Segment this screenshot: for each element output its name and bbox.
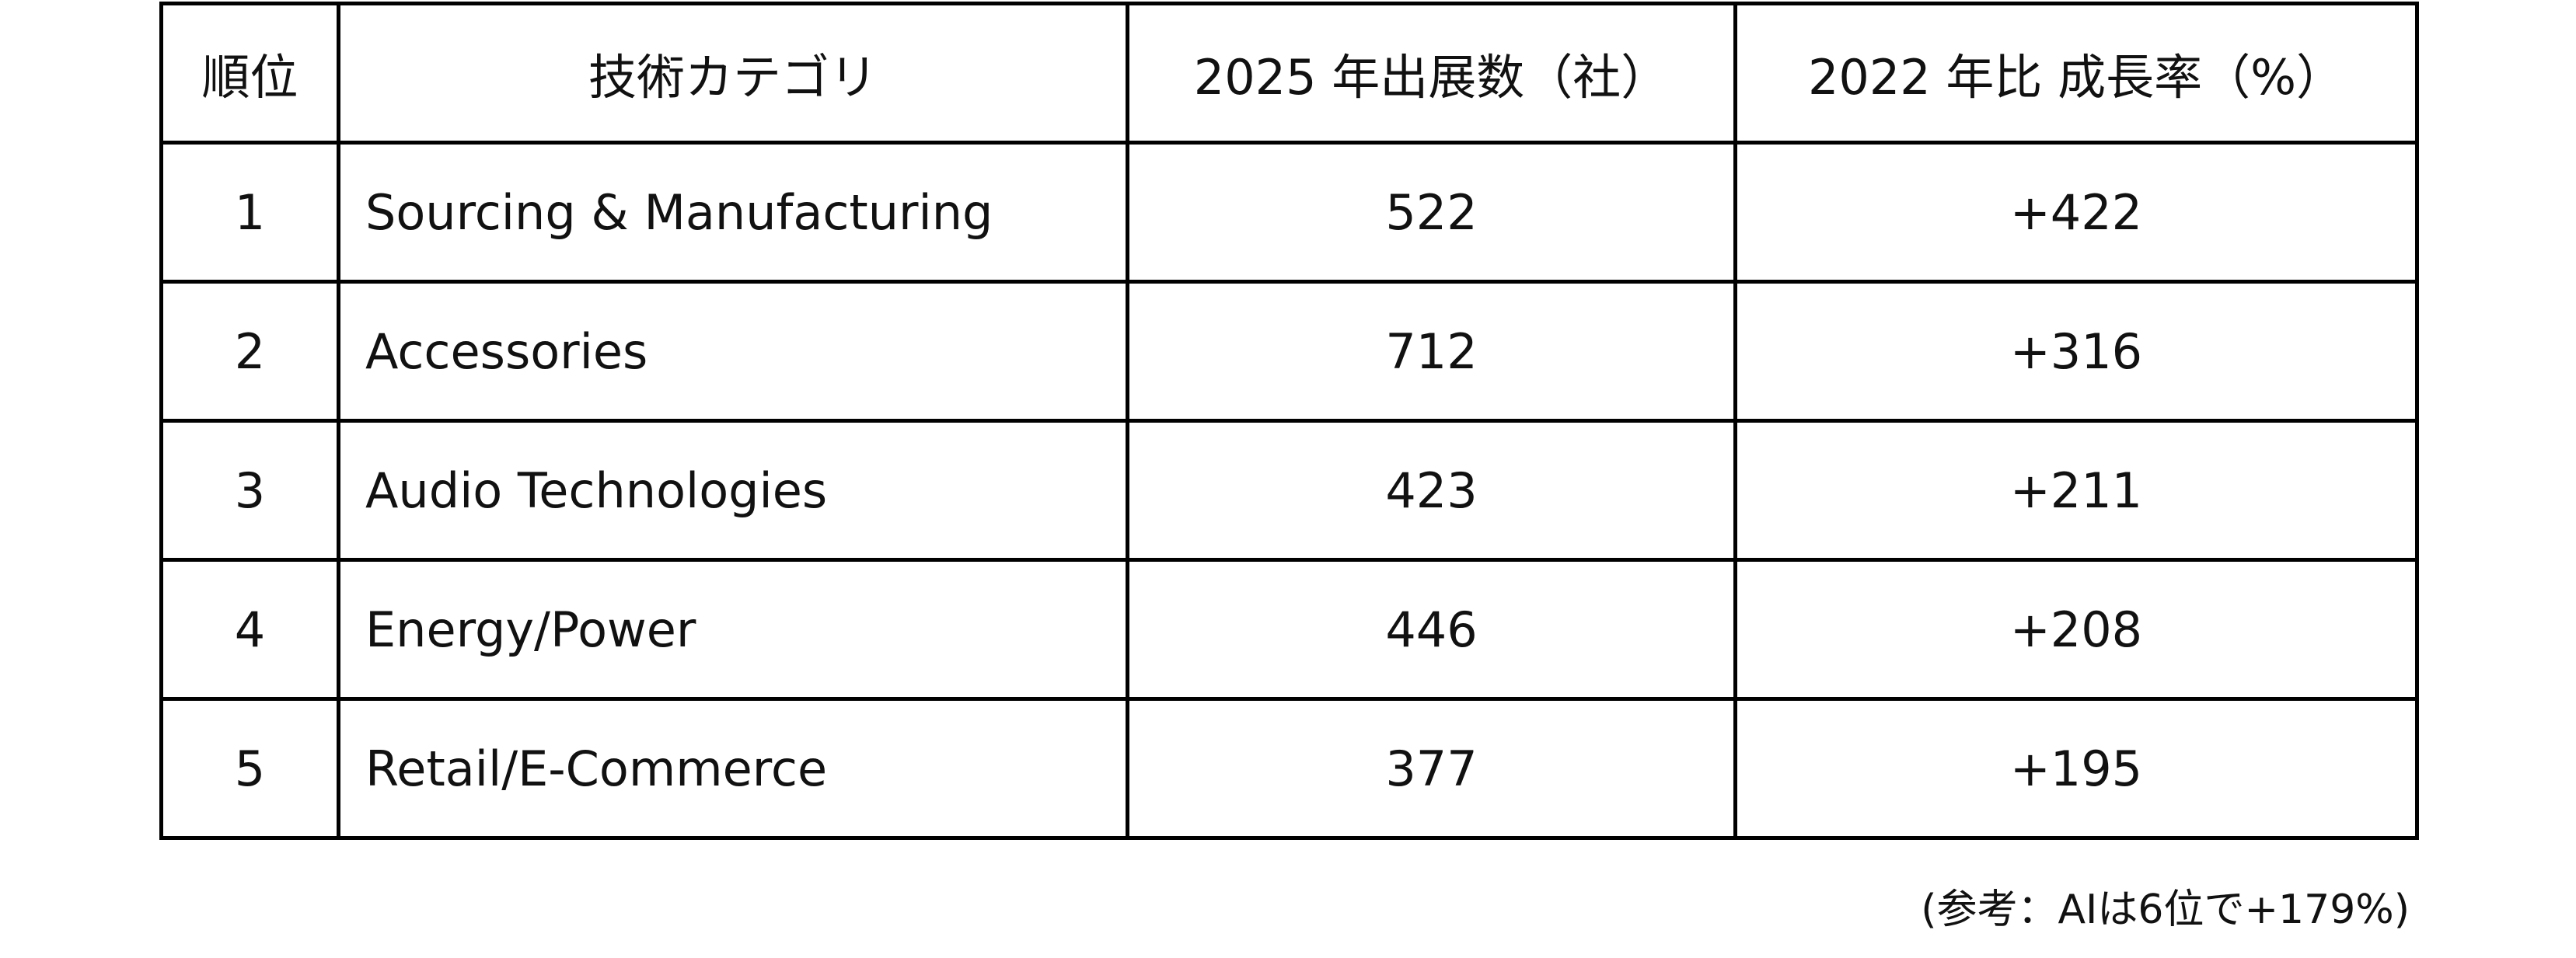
note: (参考：AIは6位で+179%) xyxy=(1921,887,2410,933)
header-row: 順位 技術カテゴリ 2025 年出展数（社） 2022 年比 成長率（%） xyxy=(159,2,2419,145)
table-row: 5 Retail/E-Commerce 377 +195 xyxy=(159,697,2419,840)
rank-cell: 5 xyxy=(159,697,340,840)
table-row: 2 Accessories 712 +316 xyxy=(159,280,2419,423)
category-cell: Retail/E-Commerce xyxy=(337,697,1129,840)
category-cell: Energy/Power xyxy=(337,558,1129,701)
count-cell: 522 xyxy=(1126,141,1737,284)
header-cell: 2022 年比 成長率（%） xyxy=(1733,2,2419,145)
count-cell: 377 xyxy=(1126,697,1737,840)
growth-cell: +316 xyxy=(1733,280,2419,423)
count-cell: 423 xyxy=(1126,419,1737,562)
rank-cell: 2 xyxy=(159,280,340,423)
header-cell: 2025 年出展数（社） xyxy=(1126,2,1737,145)
growth-cell: +211 xyxy=(1733,419,2419,562)
table-row: 3 Audio Technologies 423 +211 xyxy=(159,419,2419,562)
table-body: 1 Sourcing & Manufacturing 522 +422 2 Accesso… xyxy=(159,141,2419,840)
growth-cell: +208 xyxy=(1733,558,2419,701)
count-cell: 446 xyxy=(1126,558,1737,701)
ranking-table: 順位 技術カテゴリ 2025 年出展数（社） 2022 年比 成長率（%） 1 Sour… xyxy=(159,2,2419,840)
category-cell: Sourcing & Manufacturing xyxy=(337,141,1129,284)
table-row: 4 Energy/Power 446 +208 xyxy=(159,558,2419,701)
count-cell: 712 xyxy=(1126,280,1737,423)
header-cell: 順位 xyxy=(159,2,340,145)
table-row: 1 Sourcing & Manufacturing 522 +422 xyxy=(159,141,2419,284)
rank-cell: 1 xyxy=(159,141,340,284)
category-cell: Accessories xyxy=(337,280,1129,423)
growth-cell: +195 xyxy=(1733,697,2419,840)
header-cell: 技術カテゴリ xyxy=(337,2,1129,145)
rank-cell: 4 xyxy=(159,558,340,701)
growth-cell: +422 xyxy=(1733,141,2419,284)
category-cell: Audio Technologies xyxy=(337,419,1129,562)
rank-cell: 3 xyxy=(159,419,340,562)
